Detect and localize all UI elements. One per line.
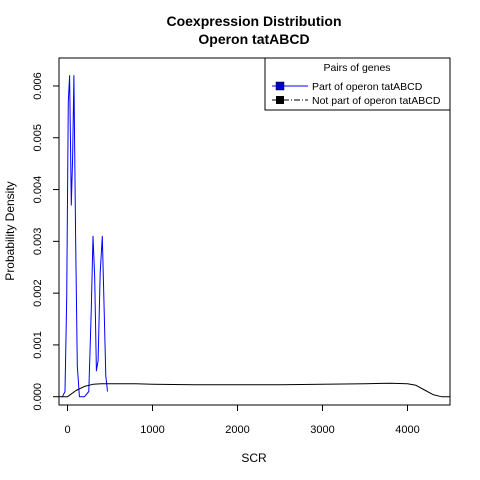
- x-axis: 0 1000 2000 3000 4000: [64, 405, 420, 436]
- legend-label-not-part-of-operon: Not part of operon tatABCD: [312, 95, 441, 107]
- y-tick-label: 0.006: [32, 72, 44, 100]
- chart-title: Coexpression Distribution: [166, 13, 341, 29]
- y-axis-label: Probability Density: [3, 181, 17, 280]
- series-line-not-part-of-operon: [59, 382, 450, 398]
- legend-box: [264, 57, 451, 111]
- x-tick-label: 2000: [225, 424, 249, 436]
- x-axis-label: SCR: [241, 451, 267, 465]
- x-tick-label: 3000: [310, 424, 334, 436]
- legend-swatch-part-of-operon: [275, 81, 285, 91]
- x-tick-label: 0: [64, 424, 70, 436]
- x-tick-label: 1000: [140, 424, 164, 436]
- y-tick-label: 0.000: [32, 383, 44, 411]
- y-tick-label: 0.001: [32, 331, 44, 359]
- legend-swatch-not-part-of-operon: [276, 96, 284, 104]
- y-tick-label: 0.002: [32, 279, 44, 307]
- series-layer: [59, 75, 450, 398]
- legend-label-part-of-operon: Part of operon tatABCD: [312, 81, 423, 93]
- y-axis: 0.000 0.001 0.002 0.003 0.004 0.005 0.006: [32, 72, 59, 410]
- y-tick-label: 0.003: [32, 228, 44, 256]
- chart-subtitle: Operon tatABCD: [198, 31, 309, 47]
- series-line-part-of-operon: [61, 75, 108, 398]
- x-tick-label: 4000: [395, 424, 419, 436]
- y-tick-label: 0.004: [32, 176, 44, 204]
- legend: Pairs of genes Part of operon tatABCD No…: [264, 57, 451, 111]
- y-tick-label: 0.005: [32, 124, 44, 152]
- plot-frame: [58, 57, 451, 406]
- legend-title: Pairs of genes: [323, 62, 390, 74]
